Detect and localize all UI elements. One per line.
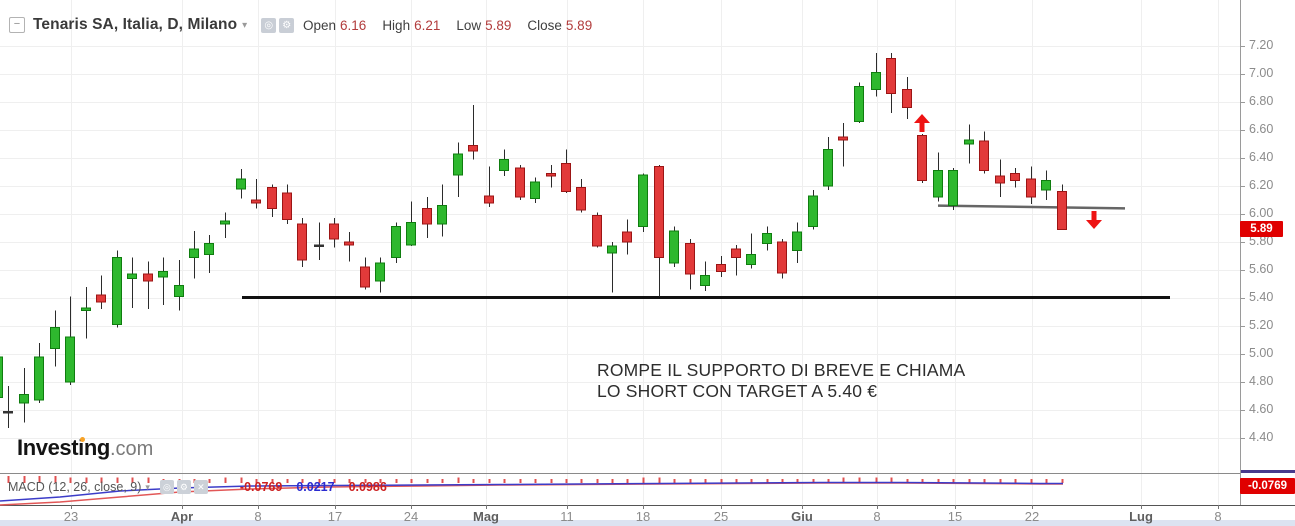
up-arrow-icon — [914, 114, 930, 132]
high-value: 6.21 — [414, 18, 441, 33]
close-value: 5.89 — [565, 18, 593, 33]
symbol-header: − Tenaris SA, Italia, D, Milano ▾ ◎ ⚙ — [9, 16, 295, 34]
macd-values: -0.0769 0.0217 0.0986 — [226, 480, 387, 494]
snapshot-icon[interactable]: ◎ — [159, 480, 174, 494]
investing-watermark: Investing .com — [17, 435, 153, 461]
collapse-pane-button[interactable]: − — [9, 17, 25, 33]
ohlc-readout: Open 6.16 High 6.21 Low 5.89 Close 5.89 — [303, 18, 592, 33]
logo-brand: Investing — [17, 435, 110, 460]
chevron-down-icon[interactable]: ▾ — [145, 481, 150, 492]
macd-histogram-value: -0.0769 — [239, 480, 283, 494]
last-price-badge: 5.89 — [1240, 221, 1283, 237]
page-bottom-strip — [0, 520, 1295, 526]
open-label: Open — [303, 18, 337, 33]
open-value: 6.16 — [340, 18, 367, 33]
macd-line-value: 0.0217 — [296, 480, 335, 494]
logo-suffix: .com — [109, 438, 154, 460]
annotation-line-1: ROMPE IL SUPPORTO DI BREVE E CHIAMA — [597, 360, 966, 380]
annotation-line-2: LO SHORT CON TARGET A 5.40 € — [597, 381, 878, 401]
low-value: 5.89 — [485, 18, 512, 33]
symbol-title[interactable]: Tenaris SA, Italia, D, Milano — [33, 16, 238, 33]
down-arrow-icon — [1086, 211, 1102, 229]
snapshot-icon[interactable]: ◎ — [261, 17, 277, 33]
close-label: Close — [527, 18, 562, 33]
close-icon[interactable]: ✕ — [193, 480, 208, 494]
macd-label[interactable]: MACD (12, 26, close, 9) — [8, 480, 142, 494]
macd-indicator-row: MACD (12, 26, close, 9) ▾ ◎ ⚙ ✕ -0.0769 … — [8, 480, 387, 494]
high-label: High — [382, 18, 411, 33]
chevron-down-icon[interactable]: ▾ — [242, 19, 248, 31]
macd-signal-value: 0.0986 — [348, 480, 387, 494]
low-label: Low — [456, 18, 482, 33]
analysis-annotation: ROMPE IL SUPPORTO DI BREVE E CHIAMA LO S… — [597, 360, 965, 402]
logo-orange-dot-icon — [79, 437, 85, 442]
settings-gear-icon[interactable]: ⚙ — [176, 480, 191, 494]
settings-gear-icon[interactable]: ⚙ — [279, 17, 295, 33]
macd-value-badge: -0.0769 — [1240, 478, 1295, 494]
